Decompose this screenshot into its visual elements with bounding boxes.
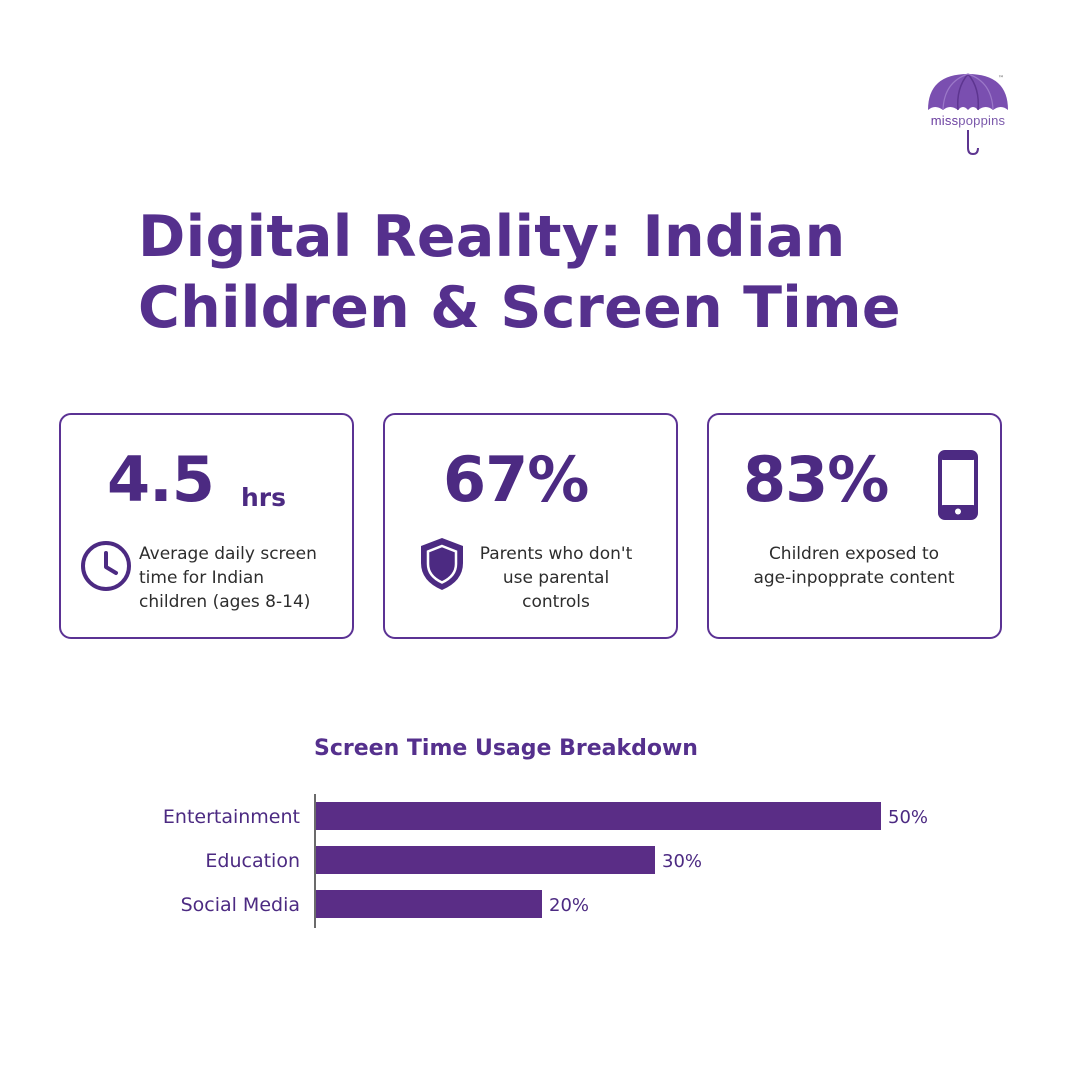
clock-icon <box>81 541 131 591</box>
bar-entertainment <box>316 802 881 830</box>
bar-chart: Entertainment 50% Education 30% Social Media… <box>163 794 928 928</box>
stat-description: Parents who don't use parental controls <box>479 544 633 612</box>
value-label: 50% <box>888 807 928 828</box>
bar-social-media <box>316 890 542 918</box>
misspoppins-logo: ™ misspoppins <box>922 68 1014 158</box>
category-label: Entertainment <box>163 806 300 828</box>
category-label: Education <box>205 850 300 872</box>
stat-value: 67% <box>443 443 589 516</box>
stat-value: 4.5 <box>107 443 215 516</box>
stat-value: 83% <box>743 443 889 516</box>
shield-icon <box>421 538 463 590</box>
stat-description: Average daily screen time for Indian chi… <box>139 544 317 612</box>
stat-card-inappropriate-content: 83% Children exposed to age-inpopprate c… <box>707 413 1002 639</box>
stat-card-parental-controls: 67% Parents who don't use parental contr… <box>383 413 678 639</box>
umbrella-icon: ™ <box>928 73 1008 156</box>
chart-title: Screen Time Usage Breakdown <box>314 736 698 761</box>
value-label: 30% <box>662 851 702 872</box>
stat-description: Children exposed to age-inpopprate conte… <box>753 544 955 588</box>
page-title: Digital Reality: Indian Children & Scree… <box>138 202 1018 344</box>
bar-education <box>316 846 655 874</box>
category-label: Social Media <box>181 894 300 916</box>
svg-text:™: ™ <box>998 75 1004 82</box>
title-line-2: Children & Screen Time <box>138 275 901 341</box>
logo-text: misspoppins <box>930 113 1006 128</box>
value-label: 20% <box>549 895 589 916</box>
stat-card-screen-time: 4.5 hrs Average daily screen time for In… <box>59 413 354 639</box>
stat-unit: hrs <box>241 483 287 512</box>
smartphone-icon <box>938 450 978 520</box>
title-line-1: Digital Reality: Indian <box>138 204 846 270</box>
